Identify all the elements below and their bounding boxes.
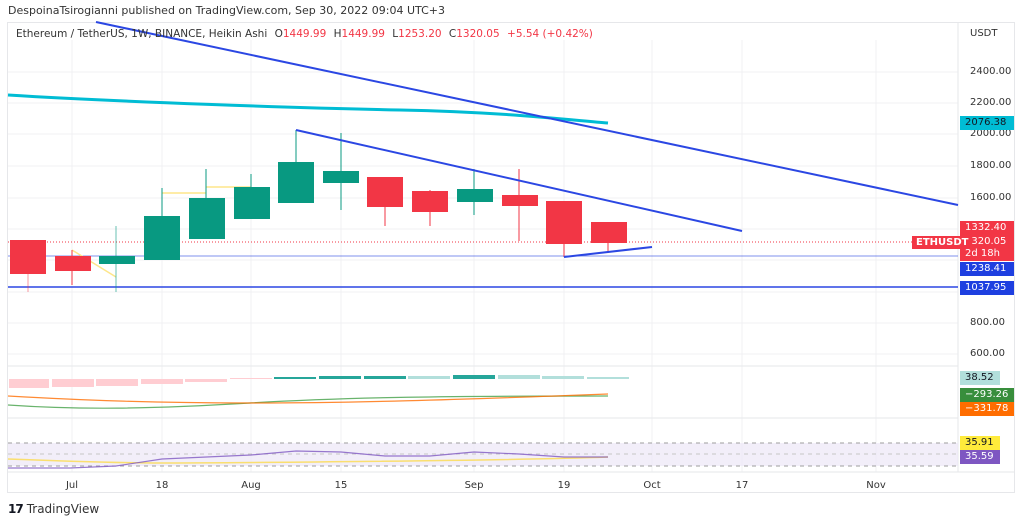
high-value: 1449.99 (341, 28, 385, 40)
support-tag-2: 1037.95 (960, 281, 1014, 295)
rsi-tag: 35.59 (960, 450, 1000, 464)
macd-line-tag: −293.26 (960, 388, 1014, 402)
macd-histogram-tag: 38.52 (960, 371, 1000, 385)
candle-countdown: 2d 18h (965, 248, 1000, 259)
price-tick: 1600.00 (970, 192, 1012, 203)
time-label: 17 (735, 480, 749, 491)
chart-frame (7, 22, 1015, 493)
tradingview-logo-icon: 17 (8, 502, 24, 516)
publisher-line: DespoinaTsirogianni published on Trading… (8, 4, 445, 17)
symbol-tag: ETHUSDT (912, 236, 973, 249)
trendlines[interactable] (95, 21, 959, 258)
close-value: 1320.05 (456, 28, 500, 40)
price-tick: 1800.00 (970, 160, 1012, 171)
price-tick: 800.00 (970, 317, 1005, 328)
time-label: 15 (334, 480, 348, 491)
tradingview-logo[interactable]: 17 TradingView (8, 502, 99, 516)
support-tag-1: 1238.41 (960, 262, 1014, 276)
rsi-ma-tag: 35.91 (960, 436, 1000, 450)
ascending-support-trendline (563, 246, 653, 258)
price-tick: 2400.00 (970, 66, 1012, 77)
time-label: 19 (557, 480, 571, 491)
moving-average-line[interactable] (7, 93, 609, 125)
time-label: Oct (643, 480, 661, 491)
chart-legend: Ethereum / TetherUS, 1W, BINANCE, Heikin… (16, 28, 593, 40)
price-tick: 2000.00 (970, 128, 1012, 139)
ma-price-tag: 2076.38 (960, 116, 1014, 130)
time-label: Jul (65, 480, 79, 491)
high-price-tag: 1332.40 (960, 221, 1014, 235)
brand-name: TradingView (26, 502, 100, 516)
candles (10, 130, 627, 292)
open-value: 1449.99 (282, 28, 327, 40)
macd-signal-line (7, 393, 609, 404)
change-value: +5.54 (+0.42%) (507, 28, 593, 40)
currency-label: USDT (970, 28, 998, 39)
macd-histogram (9, 375, 629, 388)
time-label: 18 (155, 480, 169, 491)
short-descending-trendline (295, 129, 743, 232)
low-value: 1253.20 (398, 28, 442, 40)
rsi-line (8, 450, 608, 469)
rsi-ma-line (7, 456, 609, 464)
time-label: Sep (464, 480, 484, 491)
long-descending-trendline (95, 21, 959, 206)
time-label: Aug (241, 480, 261, 491)
time-label: Nov (866, 480, 886, 491)
symbol-title: Ethereum / TetherUS, 1W, BINANCE, Heikin… (16, 28, 268, 40)
macd-signal-tag: −331.78 (960, 402, 1014, 416)
price-tick: 2200.00 (970, 97, 1012, 108)
price-tick: 600.00 (970, 348, 1005, 359)
